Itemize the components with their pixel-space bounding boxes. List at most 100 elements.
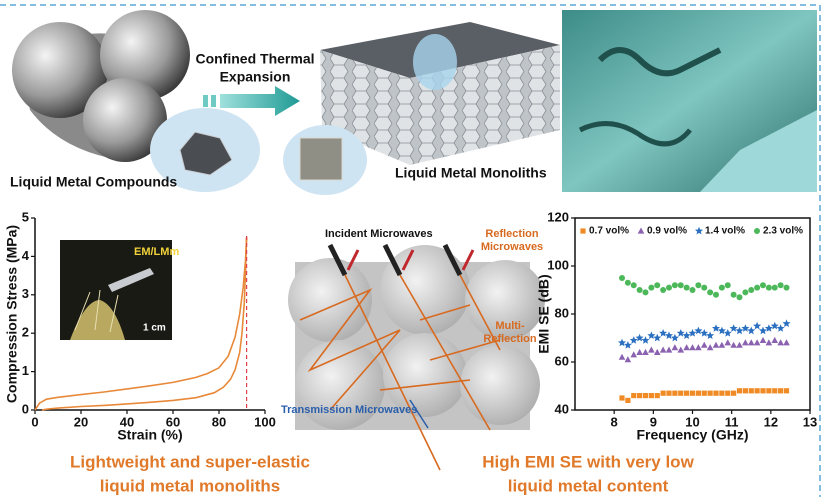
- data-point: [619, 275, 625, 281]
- data-point: [654, 393, 660, 399]
- data-point: [747, 339, 755, 346]
- data-point: [760, 388, 766, 394]
- data-point: [659, 329, 668, 337]
- data-point: [659, 346, 667, 353]
- data-point: [747, 326, 756, 335]
- compound-illustration: [12, 10, 260, 192]
- reflection-label: Microwaves: [481, 241, 543, 253]
- data-point: [624, 356, 632, 363]
- incident-label: Incident Microwaves: [325, 228, 433, 240]
- data-point: [742, 339, 749, 346]
- data-point: [648, 393, 654, 399]
- legend-marker: [754, 228, 760, 234]
- data-point: [713, 291, 719, 298]
- data-point: [684, 390, 690, 396]
- data-point: [748, 388, 754, 394]
- data-point: [630, 351, 638, 358]
- data-point: [642, 393, 649, 399]
- data-point: [678, 390, 684, 396]
- plot-frame: [574, 217, 811, 411]
- process-label: Expansion: [220, 69, 291, 85]
- data-point: [736, 388, 743, 394]
- data-point: [777, 339, 784, 346]
- data-point: [718, 284, 725, 291]
- data-point: [766, 388, 772, 394]
- data-point: [717, 326, 726, 335]
- data-point: [618, 338, 626, 347]
- data-point: [701, 284, 708, 291]
- inset-scale: 1 cm: [143, 323, 166, 334]
- data-point: [724, 282, 731, 289]
- data-point: [731, 390, 737, 396]
- data-point: [707, 390, 713, 396]
- data-point: [764, 324, 773, 332]
- data-point: [683, 284, 690, 291]
- data-point: [712, 341, 720, 348]
- data-point: [707, 289, 714, 296]
- data-point: [695, 344, 702, 351]
- caption: High EMI SE with very low: [482, 452, 694, 471]
- data-point: [765, 339, 773, 346]
- data-point: [665, 331, 673, 339]
- data-point: [625, 397, 631, 403]
- compounds-label: Liquid Metal Compounds: [10, 174, 177, 190]
- data-point: [729, 324, 738, 332]
- data-point: [748, 287, 755, 293]
- stress-strain-curve: [34, 237, 248, 411]
- y-tick-label: 120: [547, 209, 569, 224]
- data-point: [660, 287, 667, 293]
- x-tick-label: 8: [611, 414, 618, 429]
- data-point: [735, 326, 744, 335]
- data-point: [641, 336, 650, 344]
- data-point: [712, 324, 720, 332]
- data-point: [730, 341, 737, 348]
- caption: Lightweight and super-elastic: [70, 452, 310, 471]
- border: [0, 4, 821, 497]
- y-tick-label: 5: [22, 209, 29, 224]
- y-tick-label: 3: [22, 286, 29, 301]
- transmission-label: Transmission Microwaves: [281, 404, 417, 416]
- data-point: [630, 282, 637, 289]
- data-point: [718, 341, 726, 348]
- data-point: [706, 344, 714, 351]
- data-point: [665, 346, 673, 353]
- data-point: [724, 339, 732, 346]
- data-point: [623, 341, 632, 349]
- data-point: [683, 344, 690, 351]
- data-point: [776, 324, 785, 332]
- data-point: [677, 282, 684, 289]
- data-point: [654, 282, 661, 289]
- data-point: [648, 346, 655, 353]
- data-point: [631, 393, 637, 399]
- data-point: [666, 284, 672, 291]
- data-point: [783, 284, 790, 291]
- data-point: [624, 279, 631, 286]
- data-point: [725, 390, 731, 396]
- data-point: [736, 341, 743, 348]
- x-axis-label: Frequency (GHz): [636, 427, 748, 443]
- y-tick-label: 100: [547, 257, 569, 272]
- monolith-illustration: [283, 22, 560, 195]
- x-tick-label: 60: [166, 414, 180, 429]
- x-tick-label: 12: [764, 414, 778, 429]
- data-point: [618, 353, 626, 360]
- legend-marker: [695, 226, 703, 235]
- stress-strain-curve: [41, 237, 248, 411]
- data-point: [676, 329, 685, 337]
- data-point: [688, 329, 697, 337]
- x-axis-label: Strain (%): [117, 427, 182, 443]
- y-tick-label: 2: [22, 325, 29, 340]
- caption: liquid metal content: [508, 476, 669, 495]
- data-point: [713, 390, 719, 396]
- microwave-diagram: [288, 243, 545, 471]
- data-point: [753, 339, 761, 346]
- data-point: [772, 388, 778, 394]
- multi-reflection-label: Multi-: [495, 320, 525, 332]
- data-point: [736, 294, 743, 301]
- x-tick-label: 0: [31, 414, 38, 429]
- data-point: [689, 390, 696, 396]
- process-label: Confined Thermal: [195, 51, 314, 67]
- data-point: [653, 348, 661, 355]
- data-point: [723, 329, 732, 337]
- data-point: [754, 388, 760, 394]
